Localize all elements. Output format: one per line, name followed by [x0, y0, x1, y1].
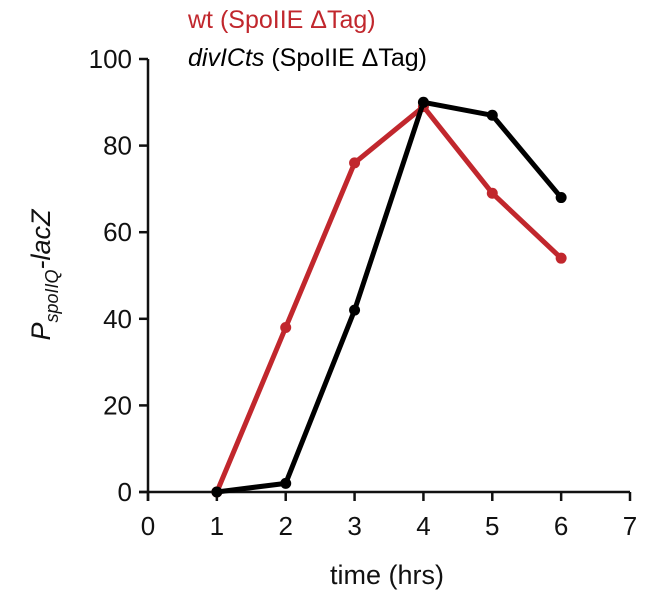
legend-divicts: divICts (SpoIIE ΔTag) — [188, 44, 427, 72]
y-tick-label: 20 — [103, 390, 132, 420]
x-axis: 0 1 2 3 4 5 6 7 — [139, 490, 637, 541]
data-point — [349, 304, 361, 316]
data-point — [349, 157, 361, 169]
y-tick-label: 40 — [103, 304, 132, 334]
series-group — [211, 96, 567, 498]
data-point — [280, 477, 292, 489]
x-tick-label: 0 — [141, 511, 155, 541]
x-tick-label: 4 — [416, 511, 430, 541]
x-tick-label: 6 — [554, 511, 568, 541]
data-point — [211, 486, 223, 498]
series-line — [214, 104, 563, 493]
series-line — [216, 99, 564, 495]
x-tick-label: 1 — [210, 511, 224, 541]
data-point — [280, 321, 292, 333]
x-tick-label: 2 — [278, 511, 292, 541]
data-point — [486, 187, 498, 199]
x-tick-label: 3 — [347, 511, 361, 541]
data-point — [555, 252, 567, 264]
y-axis-title: PspoIIQ-lacZ — [26, 208, 62, 341]
legend-divicts-italic: divICts — [188, 44, 264, 72]
x-axis-title: time (hrs) — [330, 560, 444, 590]
legend-divicts-rest: (SpoIIE ΔTag) — [264, 44, 427, 72]
legend: wt (SpoIIE ΔTag) divICts (SpoIIE ΔTag) — [187, 6, 427, 72]
data-point — [486, 109, 498, 121]
data-point — [417, 96, 429, 108]
y-axis-title-suffix: -lacZ — [26, 208, 56, 270]
y-tick-label: 60 — [103, 217, 132, 247]
y-tick-label: 0 — [118, 477, 132, 507]
y-axis-title-subscript: spoIIQ — [42, 269, 62, 322]
x-tick-label: 7 — [623, 511, 637, 541]
y-axis: 0 20 40 60 80 100 — [89, 44, 150, 507]
series-divicts — [211, 96, 567, 498]
y-axis-title-main: P — [26, 323, 56, 341]
y-tick-label: 100 — [89, 44, 132, 74]
series-wt — [211, 101, 567, 498]
x-tick-label: 5 — [485, 511, 499, 541]
y-tick-label: 80 — [103, 131, 132, 161]
legend-wt: wt (SpoIIE ΔTag) — [187, 6, 376, 34]
data-point — [555, 192, 567, 204]
